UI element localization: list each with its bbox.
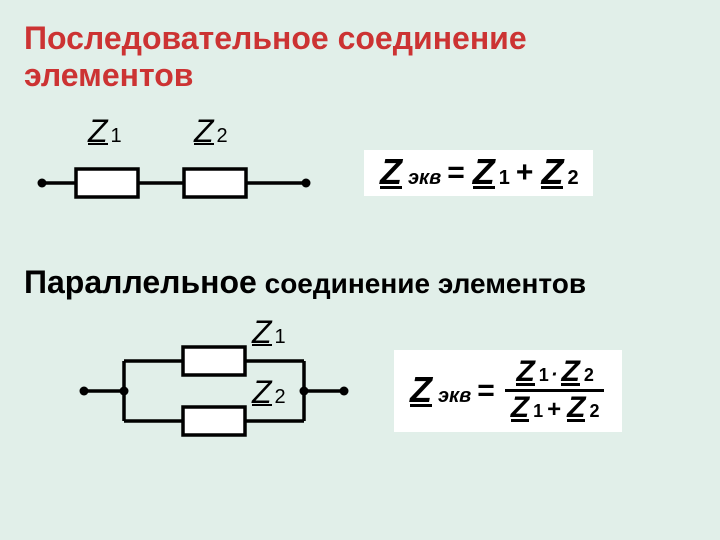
series-label-z2: Z2 — [194, 118, 228, 148]
series-diagram: Z1 Z2 — [24, 118, 324, 228]
parallel-formula: Zэкв = Z1 · Z2 Z1 + Z2 — [394, 350, 622, 432]
parallel-label-z2: Z2 — [252, 379, 286, 409]
series-label-z1: Z1 — [88, 118, 122, 148]
parallel-diagram: Z1 Z2 — [64, 321, 364, 461]
parallel-row: Z1 Z2 Zэкв = Z1 · Z2 Z1 + Z2 — [24, 321, 696, 461]
parallel-label-z1: Z1 — [252, 319, 286, 349]
series-row: Z1 Z2 Zэкв = Z1 + Z2 — [24, 118, 696, 228]
parallel-title: Параллельное соединение элементов — [24, 264, 696, 301]
series-title: Последовательное соединение элементов — [24, 20, 696, 94]
series-formula: Zэкв = Z1 + Z2 — [364, 150, 593, 196]
